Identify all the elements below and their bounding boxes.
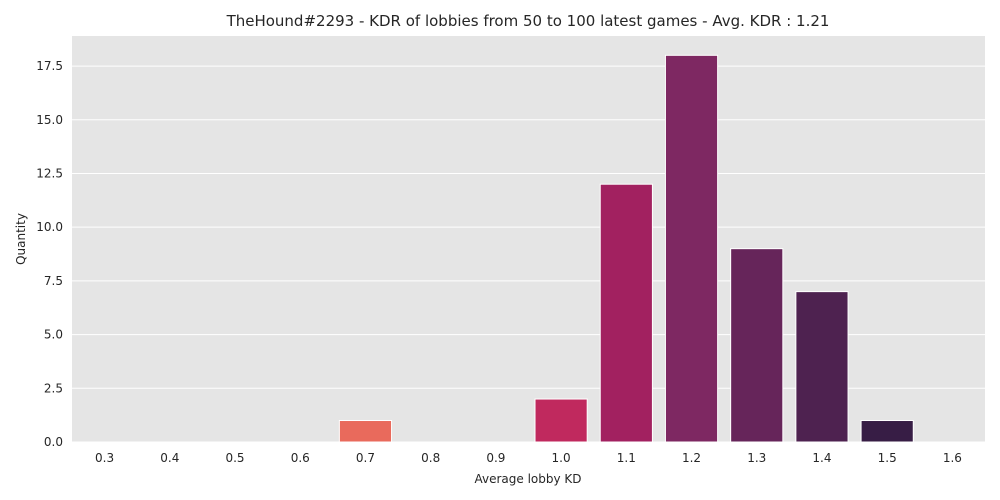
x-tick-label: 1.5 [878, 451, 897, 465]
y-tick-label: 2.5 [44, 381, 63, 395]
x-tick-label: 0.5 [225, 451, 244, 465]
x-tick-label: 0.6 [291, 451, 310, 465]
y-tick-label: 7.5 [44, 274, 63, 288]
x-tick-label: 0.3 [95, 451, 114, 465]
x-axis-label: Average lobby KD [474, 472, 581, 486]
bar [599, 183, 653, 443]
chart-title: TheHound#2293 - KDR of lobbies from 50 t… [226, 12, 830, 30]
bars [338, 54, 914, 443]
x-tick-label: 1.0 [552, 451, 571, 465]
bar [860, 420, 914, 443]
x-tick-label: 1.6 [943, 451, 962, 465]
x-tick-label: 0.7 [356, 451, 375, 465]
y-tick-label: 5.0 [44, 328, 63, 342]
gridlines [72, 65, 985, 443]
y-tick-label: 10.0 [36, 220, 63, 234]
x-tick-label: 1.3 [747, 451, 766, 465]
y-tick-label: 0.0 [44, 435, 63, 449]
x-tick-label: 0.8 [421, 451, 440, 465]
bar [795, 291, 849, 443]
x-tick-label: 1.2 [682, 451, 701, 465]
x-tick-label: 0.4 [160, 451, 179, 465]
y-tick-label: 17.5 [36, 59, 63, 73]
bar [534, 398, 588, 443]
x-tick-label: 0.9 [486, 451, 505, 465]
x-tick-label: 1.1 [617, 451, 636, 465]
bar [338, 420, 393, 443]
y-tick-label: 12.5 [36, 166, 63, 180]
x-axis-ticks: 0.3 0.4 0.5 0.6 0.7 0.8 0.9 1.0 1.1 1.2 1.3 1.4 1.5 1… [95, 451, 962, 465]
y-tick-label: 15.0 [36, 113, 63, 127]
x-tick-label: 1.4 [812, 451, 831, 465]
bar [730, 248, 784, 443]
bar [664, 54, 719, 443]
y-axis-ticks: 0.0 2.5 5.0 7.5 10.0 12.5 15.0 17.5 [36, 59, 63, 449]
y-axis-label: Quantity [14, 213, 28, 265]
